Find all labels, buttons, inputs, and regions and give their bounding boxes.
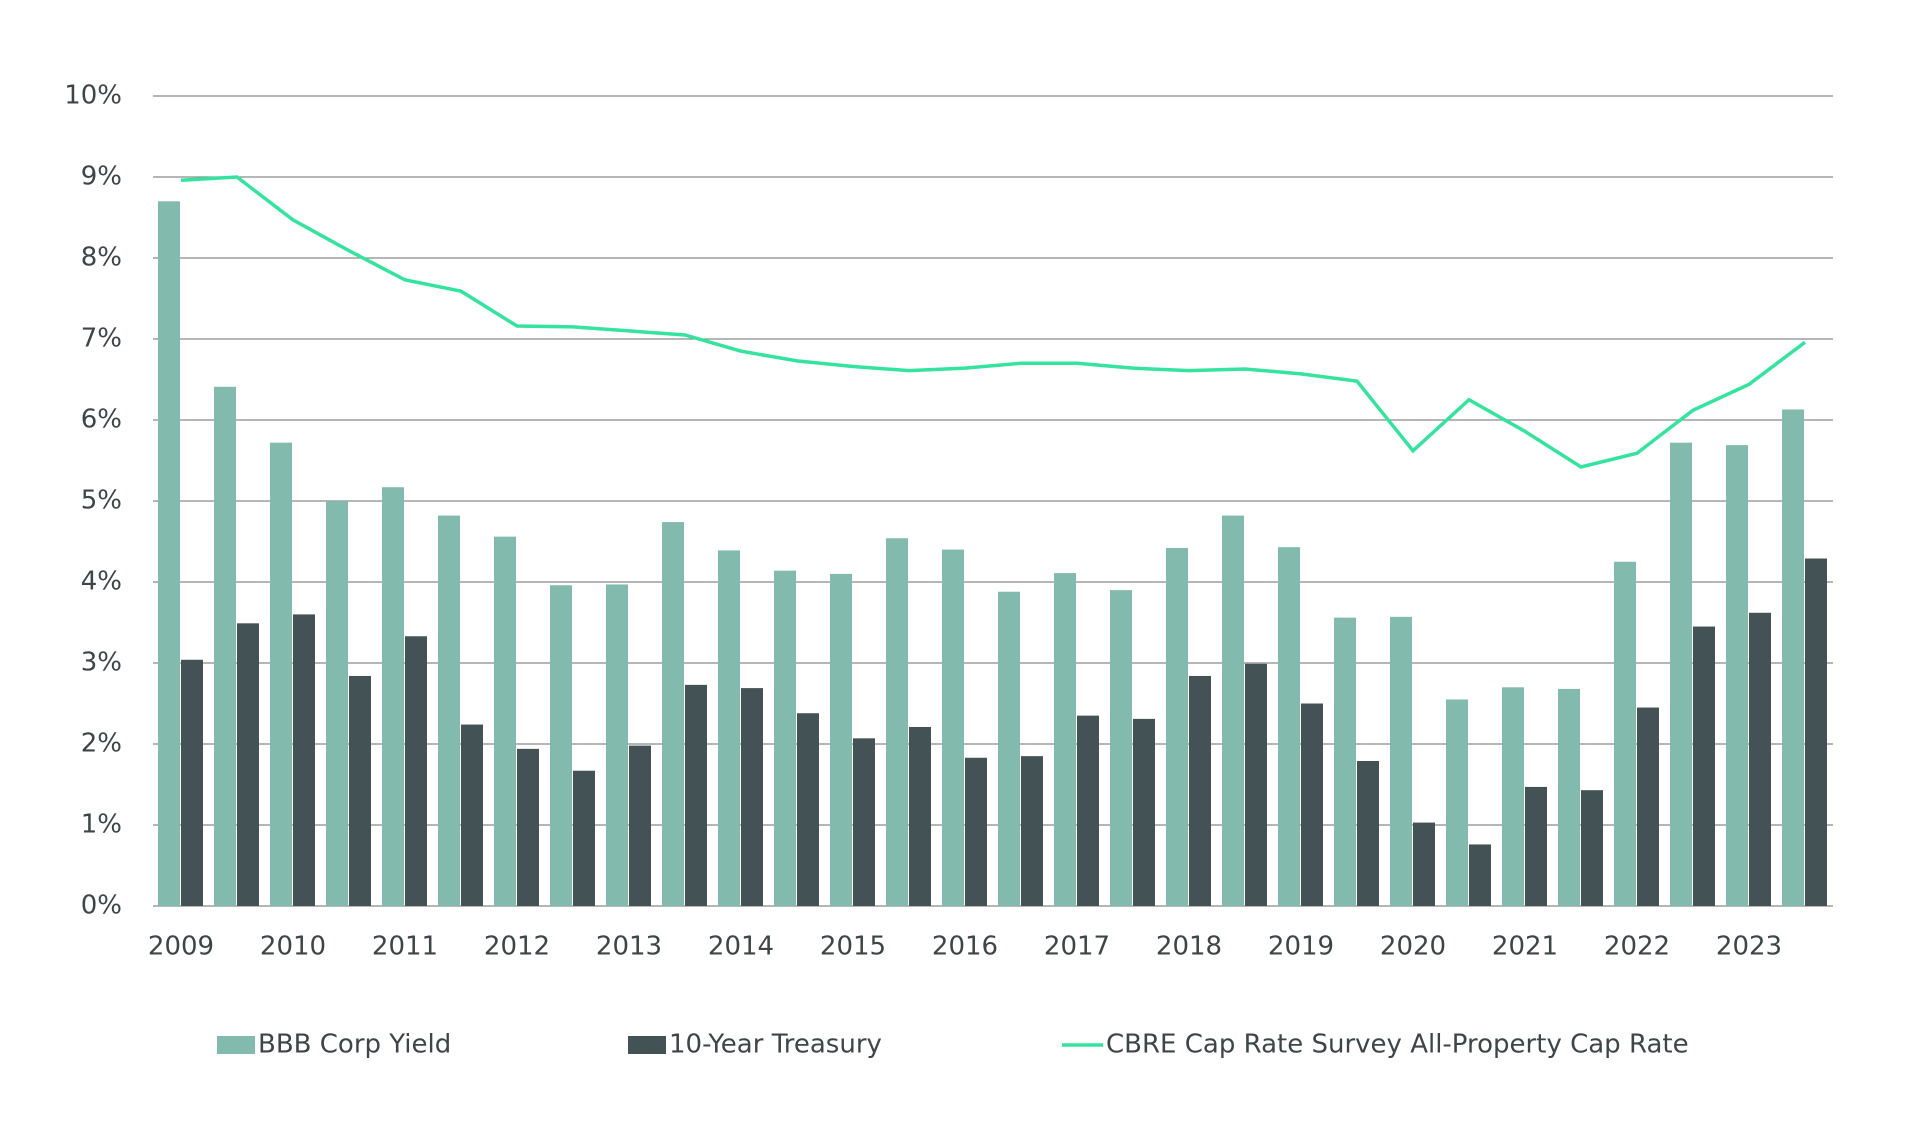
x-tick-label: 2013 (596, 932, 662, 962)
bar (685, 684, 707, 906)
bar (550, 585, 572, 906)
bar (461, 724, 483, 906)
x-tick-label: 2020 (1380, 932, 1446, 962)
bar (438, 515, 460, 906)
y-tick-label: 0% (81, 891, 122, 921)
x-tick-label: 2009 (148, 932, 214, 962)
x-tick-label: 2023 (1716, 932, 1782, 962)
bar (774, 570, 796, 906)
bar (942, 549, 964, 906)
bar (405, 636, 427, 906)
bar (237, 623, 259, 906)
x-tick-label: 2021 (1492, 932, 1558, 962)
bar (1278, 547, 1300, 906)
y-tick-label: 9% (81, 162, 122, 192)
bar (1054, 573, 1076, 906)
legend-label: 10-Year Treasury (669, 1030, 882, 1060)
bar (573, 770, 595, 906)
bar (1502, 687, 1524, 906)
bar (349, 675, 371, 906)
bar (1693, 626, 1715, 906)
bar (1446, 699, 1468, 906)
bar (181, 659, 203, 906)
bar (1413, 822, 1435, 906)
bar (1301, 703, 1323, 906)
bar (517, 748, 539, 906)
bar (1245, 663, 1267, 906)
bar (1469, 844, 1491, 906)
x-tick-label: 2022 (1604, 932, 1670, 962)
legend-label: CBRE Cap Rate Survey All-Property Cap Ra… (1106, 1030, 1689, 1060)
bar (293, 614, 315, 906)
y-tick-label: 4% (81, 567, 122, 597)
legend-label: BBB Corp Yield (258, 1030, 451, 1060)
legend-swatch (217, 1036, 255, 1054)
y-tick-label: 8% (81, 243, 122, 273)
bar (606, 584, 628, 906)
bar (1077, 715, 1099, 906)
line (180, 175, 1807, 469)
x-tick-label: 2018 (1156, 932, 1222, 962)
x-tick-label: 2011 (372, 932, 438, 962)
y-tick-label: 3% (81, 648, 122, 678)
bar (886, 538, 908, 906)
bar (853, 738, 875, 906)
bar (741, 688, 763, 906)
x-tick-label: 2017 (1044, 932, 1110, 962)
bar (1334, 617, 1356, 906)
y-tick-label: 10% (64, 81, 122, 111)
bar (998, 591, 1020, 906)
bar (1637, 707, 1659, 906)
bar (158, 201, 180, 907)
y-tick-label: 6% (81, 405, 122, 435)
y-tick-label: 2% (81, 729, 122, 759)
bar (1222, 515, 1244, 906)
bar (1110, 590, 1132, 906)
y-tick-label: 1% (81, 810, 122, 840)
x-tick-label: 2010 (260, 932, 326, 962)
bar (830, 573, 852, 906)
bar (494, 536, 516, 906)
bar (797, 713, 819, 906)
bar (270, 442, 292, 906)
bar (1390, 616, 1412, 906)
bar (1166, 547, 1188, 906)
bar (1581, 790, 1603, 906)
bar (326, 501, 348, 906)
bar (1726, 445, 1748, 906)
x-tick-label: 2014 (708, 932, 774, 962)
bar (214, 386, 236, 906)
y-tick-label: 5% (81, 486, 122, 516)
bar (629, 745, 651, 906)
bar (1782, 409, 1804, 906)
bar (662, 522, 684, 906)
bar (1357, 761, 1379, 906)
bar (1805, 558, 1827, 906)
bar (718, 550, 740, 906)
bar (1614, 561, 1636, 906)
legend-swatch (628, 1036, 666, 1054)
x-tick-label: 2016 (932, 932, 998, 962)
bar (382, 487, 404, 906)
bar (1189, 675, 1211, 906)
bar (1133, 718, 1155, 906)
y-tick-label: 7% (81, 324, 122, 354)
bar (965, 757, 987, 906)
bar (1525, 786, 1547, 906)
bar (1670, 442, 1692, 906)
bar (1558, 688, 1580, 906)
bar (1749, 612, 1771, 906)
x-tick-label: 2019 (1268, 932, 1334, 962)
x-tick-label: 2012 (484, 932, 550, 962)
bar (1021, 756, 1043, 906)
x-tick-label: 2015 (820, 932, 886, 962)
bar (909, 726, 931, 906)
